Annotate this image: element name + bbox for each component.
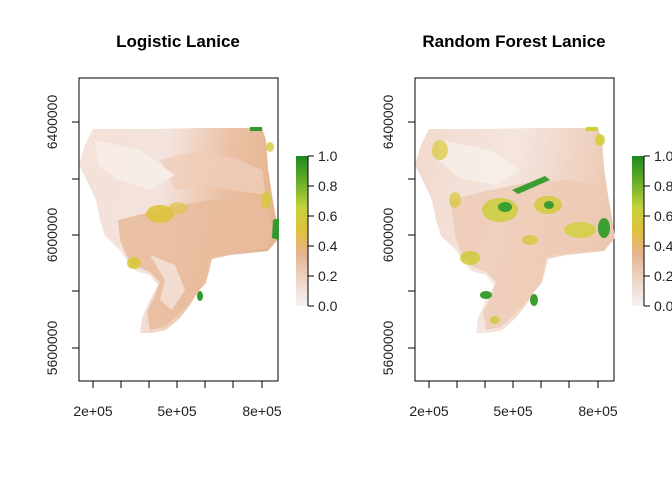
panel-logistic: Logistic Lanice — [44, 32, 338, 419]
x-tick-label: 5e+05 — [157, 403, 197, 419]
legend-tick: 0.0 — [654, 298, 672, 314]
legend-tick: 0.8 — [654, 178, 672, 194]
legend-tick: 1.0 — [654, 148, 672, 164]
legend-colorbar — [296, 156, 308, 306]
legend-tick: 0.4 — [318, 238, 338, 254]
legend-tick: 0.8 — [318, 178, 338, 194]
legend-tick: 0.4 — [654, 238, 672, 254]
legend-tick: 0.6 — [318, 208, 338, 224]
x-tick-label: 8e+05 — [578, 403, 618, 419]
y-tick-label: 6400000 — [380, 95, 396, 150]
y-axis: 5600000 6000000 6400000 — [44, 95, 80, 376]
x-axis: 2e+05 5e+05 8e+05 — [73, 380, 282, 419]
panel-title: Random Forest Lanice — [422, 32, 605, 51]
x-axis: 2e+05 5e+05 8e+05 — [409, 380, 618, 419]
legend-tick: 0.0 — [318, 298, 338, 314]
map-raster — [415, 127, 615, 333]
y-tick-label: 6000000 — [44, 208, 60, 263]
color-legend: 0.0 0.2 0.4 0.6 0.8 1.0 — [296, 148, 338, 314]
y-axis: 5600000 6000000 6400000 — [380, 95, 416, 376]
x-tick-label: 5e+05 — [493, 403, 533, 419]
legend-tick: 1.0 — [318, 148, 338, 164]
y-tick-label: 6400000 — [44, 95, 60, 150]
y-tick-label: 6000000 — [380, 208, 396, 263]
map-raster — [79, 127, 279, 333]
legend-colorbar — [632, 156, 644, 306]
panel-title: Logistic Lanice — [116, 32, 240, 51]
x-tick-label: 2e+05 — [409, 403, 449, 419]
y-tick-label: 5600000 — [44, 321, 60, 376]
legend-tick: 0.2 — [318, 268, 338, 284]
panel-random-forest: Random Forest Lanice — [380, 32, 672, 419]
y-tick-label: 5600000 — [380, 321, 396, 376]
legend-tick: 0.2 — [654, 268, 672, 284]
color-legend: 0.0 0.2 0.4 0.6 0.8 1.0 — [632, 148, 672, 314]
legend-tick: 0.6 — [654, 208, 672, 224]
x-tick-label: 2e+05 — [73, 403, 113, 419]
x-tick-label: 8e+05 — [242, 403, 282, 419]
